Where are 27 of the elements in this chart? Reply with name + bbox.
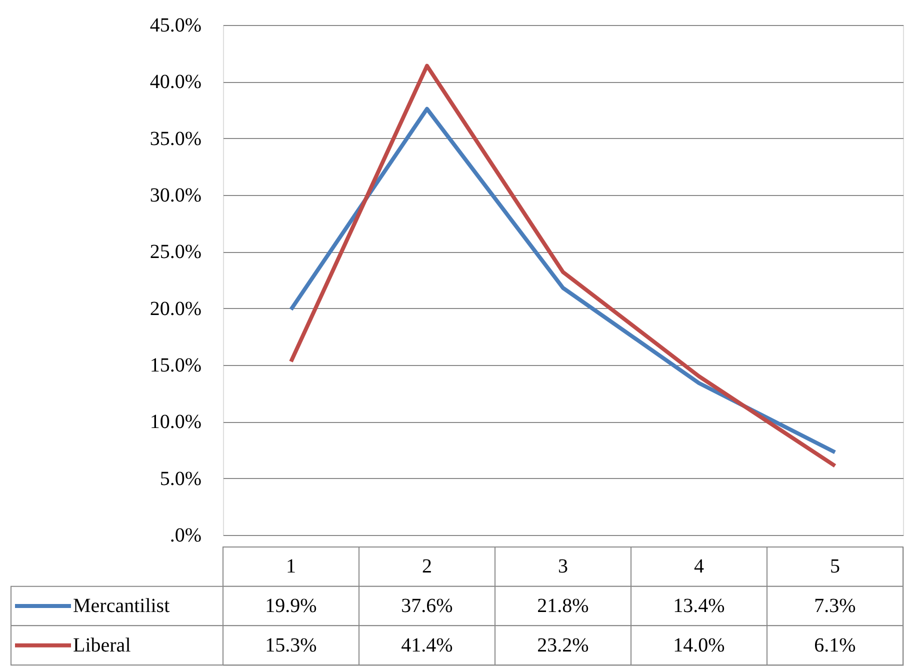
x-tick-label: 2 bbox=[422, 556, 432, 578]
x-tick-label: 5 bbox=[830, 556, 840, 578]
data-label: 41.4% bbox=[401, 634, 453, 656]
data-label: 15.3% bbox=[265, 634, 317, 656]
y-tick-label: 5.0% bbox=[160, 468, 202, 490]
y-tick-label: 25.0% bbox=[150, 241, 202, 264]
y-tick-label: 15.0% bbox=[150, 354, 202, 376]
y-tick-label: 20.0% bbox=[150, 298, 202, 320]
data-label: 37.6% bbox=[401, 595, 453, 617]
legend-label: Mercantilist bbox=[73, 595, 170, 617]
data-label: 23.2% bbox=[537, 634, 589, 656]
data-label: 13.4% bbox=[673, 595, 725, 617]
data-label: 19.9% bbox=[265, 595, 317, 617]
x-tick-label: 4 bbox=[694, 556, 704, 578]
data-label: 21.8% bbox=[537, 595, 589, 617]
x-tick-label: 1 bbox=[286, 556, 296, 578]
y-tick-label: 10.0% bbox=[150, 411, 202, 434]
data-label: 7.3% bbox=[814, 595, 856, 617]
data-label: 14.0% bbox=[673, 634, 725, 656]
y-tick-label: .0% bbox=[170, 524, 202, 546]
y-tick-label: 30.0% bbox=[150, 184, 202, 206]
y-tick-label: 45.0% bbox=[150, 14, 202, 36]
y-tick-label: 40.0% bbox=[150, 71, 202, 94]
data-label: 6.1% bbox=[814, 634, 856, 656]
x-tick-label: 3 bbox=[558, 556, 568, 578]
legend-label: Liberal bbox=[73, 634, 132, 656]
y-tick-label: 35.0% bbox=[150, 128, 202, 150]
